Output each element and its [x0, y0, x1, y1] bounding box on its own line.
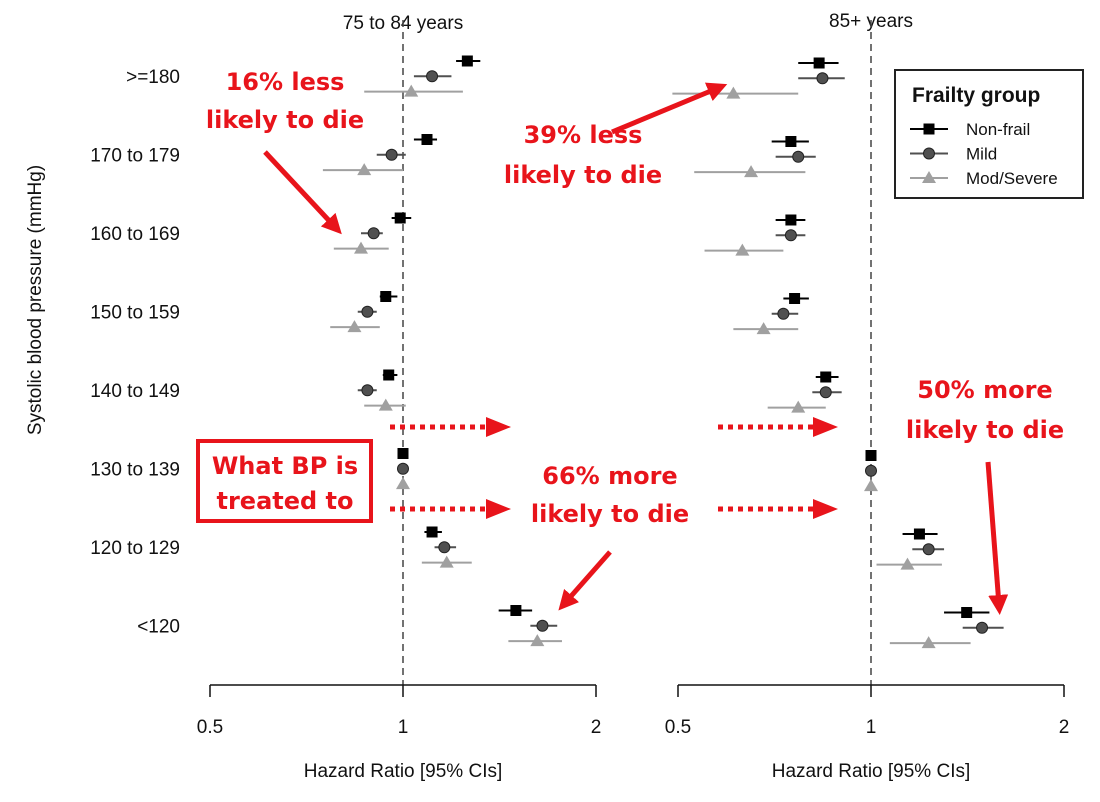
x-tick-label: 2 — [1059, 717, 1070, 738]
annotation-arrow — [985, 461, 1009, 615]
legend-entry: Mod/Severe — [966, 169, 1058, 188]
dotted-arrowhead — [813, 499, 838, 519]
hr-point — [777, 307, 790, 320]
hr-point — [900, 557, 915, 570]
category-label: 140 to 149 — [90, 381, 180, 402]
hr-point — [530, 634, 545, 647]
legend: Frailty group Non-frail Mild Mod/Severe — [894, 69, 1084, 199]
legend-title: Frailty group — [912, 84, 1040, 107]
hr-point — [421, 134, 433, 145]
hr-point — [865, 450, 877, 461]
category-label: <120 — [137, 617, 180, 638]
hr-point — [913, 528, 925, 540]
dotted-arrowhead — [486, 499, 511, 519]
hr-point — [789, 293, 801, 304]
hr-point — [785, 136, 797, 147]
hr-point — [791, 400, 806, 413]
hr-point — [816, 72, 829, 85]
hr-point — [438, 541, 451, 554]
legend-marker — [923, 147, 935, 160]
hr-point — [735, 243, 750, 256]
hr-point — [744, 165, 759, 178]
hr-point — [383, 369, 395, 381]
dotted-arrowhead — [813, 417, 838, 437]
category-label: >=180 — [126, 67, 180, 88]
hr-point — [347, 320, 362, 333]
hr-point — [976, 621, 989, 634]
legend-marker — [923, 123, 935, 135]
category-label: 150 to 159 — [90, 303, 180, 324]
annotation-arrow — [558, 550, 612, 611]
x-axis-label-left: Hazard Ratio [95% CIs] — [304, 761, 503, 782]
legend-entry: Non-frail — [966, 120, 1030, 139]
annotation-16-less: 16% less likely to die — [206, 68, 364, 134]
hr-point — [361, 305, 374, 318]
hr-point — [426, 70, 439, 83]
hr-point — [864, 479, 878, 492]
hr-point — [961, 607, 973, 618]
dotted-arrowhead — [486, 417, 511, 437]
category-label: 120 to 129 — [90, 538, 180, 559]
x-tick-label: 0.5 — [197, 717, 223, 738]
hr-point — [396, 477, 410, 490]
hr-point — [397, 462, 409, 475]
hr-point — [385, 148, 398, 161]
x-tick-label: 2 — [591, 717, 602, 738]
hr-point — [361, 384, 374, 397]
hr-point — [378, 398, 393, 411]
annotation-66-more: 66% more likely to die — [531, 462, 689, 528]
hr-point — [461, 55, 473, 67]
annotation-39-less: 39% less likely to die — [504, 121, 662, 189]
hr-point — [536, 619, 549, 632]
hr-point — [426, 526, 438, 538]
legend-marker — [922, 171, 936, 183]
legend-entry: Mild — [966, 145, 997, 164]
hr-point — [367, 227, 380, 240]
hr-point — [784, 229, 797, 242]
hr-point — [510, 605, 522, 616]
hr-point — [922, 543, 935, 556]
hr-point — [785, 214, 797, 226]
category-label: 160 to 169 — [90, 224, 180, 245]
annotation-box-text: What BP is treated to — [212, 452, 358, 515]
annotation-50-more: 50% more likely to die — [906, 376, 1064, 444]
x-axis-label-right: Hazard Ratio [95% CIs] — [772, 761, 971, 782]
x-tick-label: 1 — [398, 717, 409, 738]
hr-point — [439, 555, 454, 568]
hr-point — [380, 291, 392, 302]
hr-point — [726, 86, 741, 99]
hr-point — [819, 386, 832, 399]
annotation-arrow — [263, 150, 342, 235]
hr-point — [813, 57, 825, 69]
y-axis-label: Systolic blood pressure (mmHg) — [25, 165, 46, 435]
hr-point — [394, 212, 406, 224]
annotations: 16% less likely to die 39% less likely to … — [196, 68, 1064, 615]
hr-point — [357, 163, 372, 176]
hr-point — [404, 84, 419, 97]
hr-point — [921, 636, 936, 649]
hr-point — [865, 464, 877, 477]
hr-point — [820, 371, 832, 383]
category-label: 170 to 179 — [90, 146, 180, 167]
hr-point — [397, 448, 409, 459]
annotation-box — [196, 439, 373, 523]
x-tick-label: 0.5 — [665, 717, 691, 738]
annotation-arrow — [611, 82, 728, 135]
category-label: 130 to 139 — [90, 460, 180, 481]
hr-point — [792, 150, 805, 163]
hr-point — [756, 322, 771, 335]
x-tick-label: 1 — [866, 717, 877, 738]
hr-point — [354, 241, 369, 254]
